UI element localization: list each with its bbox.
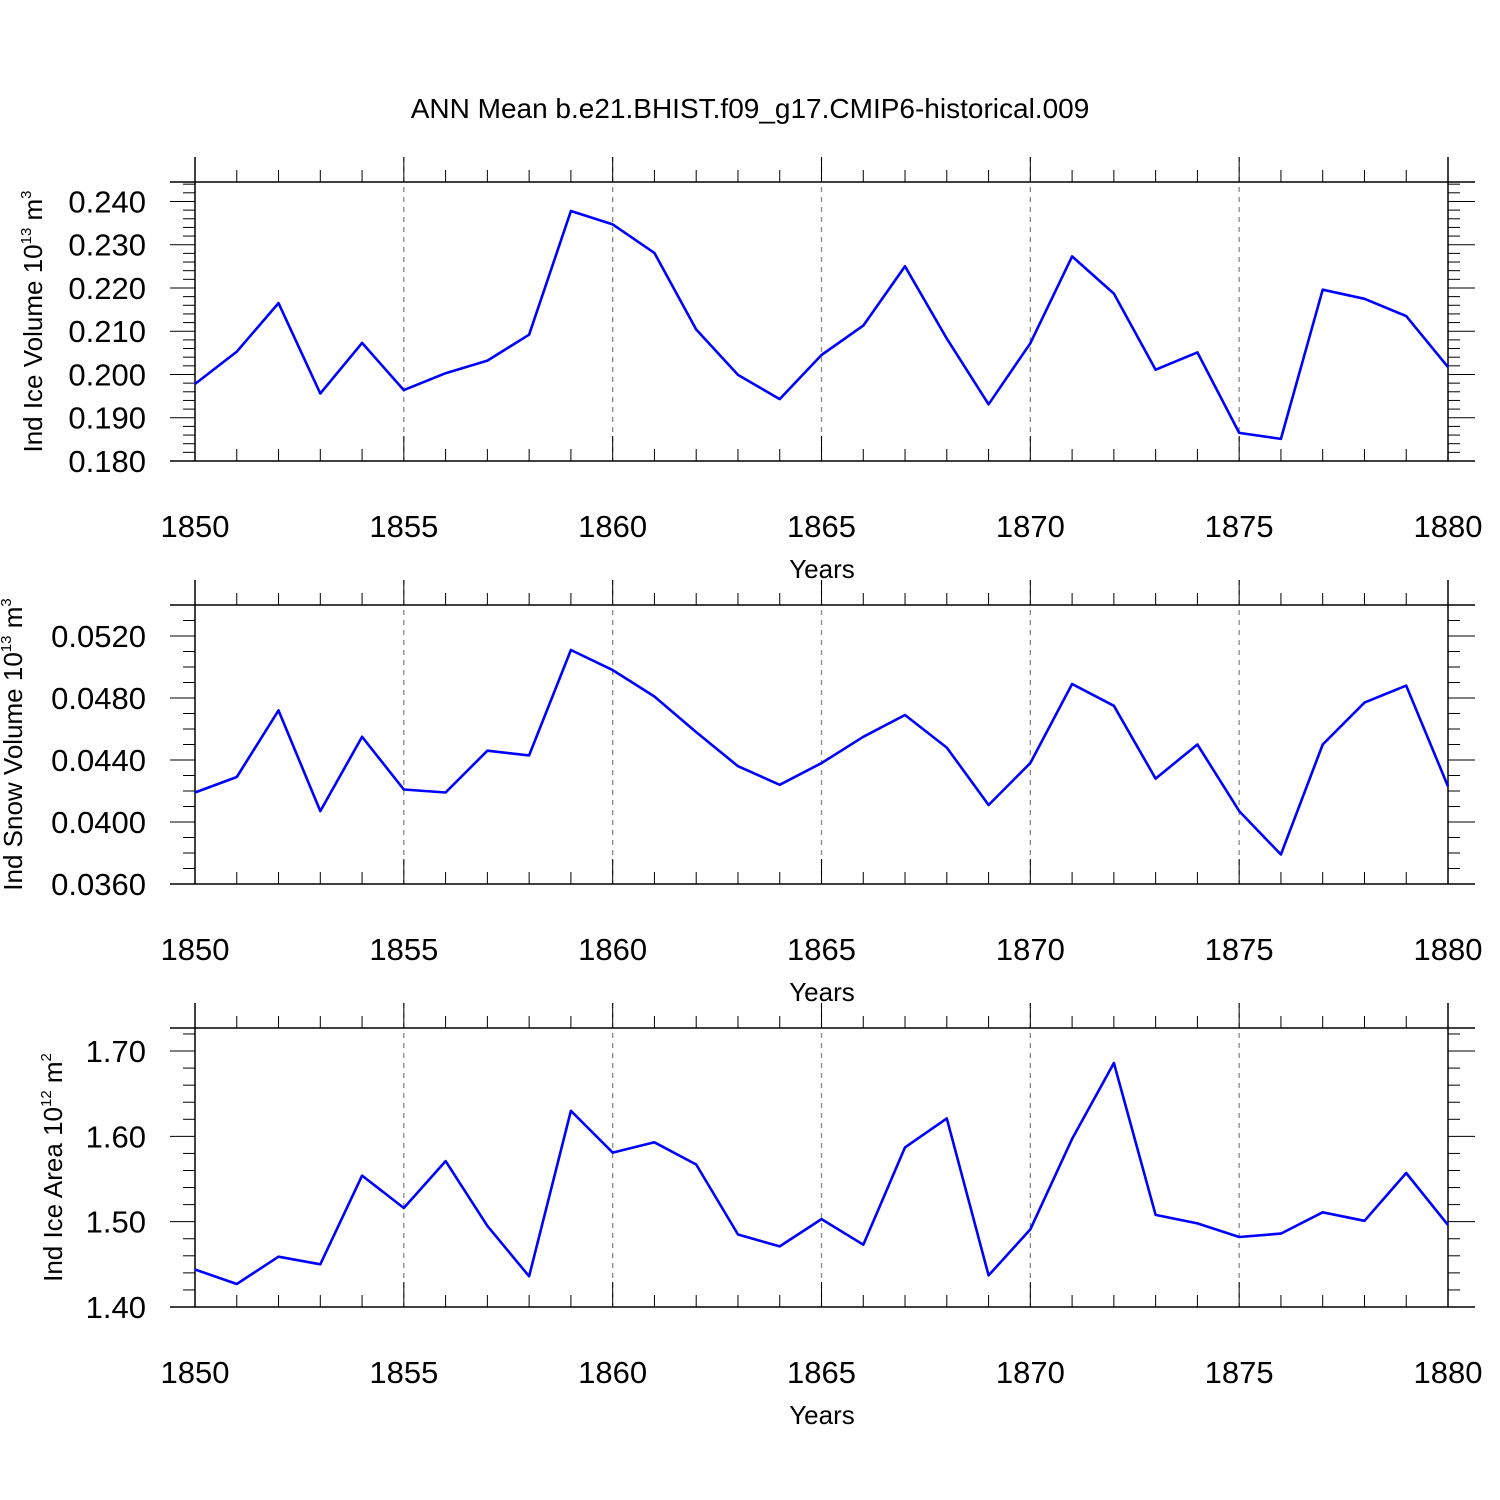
x-tick-label: 1860	[578, 1355, 647, 1390]
y-tick-label: 0.0360	[51, 867, 146, 902]
x-tick-label: 1850	[161, 509, 230, 544]
x-tick-label: 1875	[1205, 509, 1274, 544]
y-tick-label: 0.0520	[51, 619, 146, 654]
y-tick-label: 0.0400	[51, 805, 146, 840]
y-tick-label: 0.0480	[51, 681, 146, 716]
y-tick-label: 0.240	[68, 184, 146, 219]
y-tick-label: 0.180	[68, 444, 146, 479]
y-tick-label: 0.230	[68, 228, 146, 263]
x-tick-label: 1870	[996, 509, 1065, 544]
y-tick-label: 1.70	[86, 1034, 146, 1069]
x-tick-label: 1855	[369, 932, 438, 967]
x-tick-label: 1860	[578, 932, 647, 967]
chart-title: ANN Mean b.e21.BHIST.f09_g17.CMIP6-histo…	[411, 93, 1090, 124]
panel-3: 1.40 1.50 1.60 1.70 1850 1855 1860 1865 1870 1875…	[38, 1003, 1482, 1430]
x-tick-label: 1860	[578, 509, 647, 544]
x-tick-label: 1870	[996, 932, 1065, 967]
y-axis-label: Ind Ice Area 1012 m2	[38, 1053, 68, 1282]
y-tick-label: 0.220	[68, 271, 146, 306]
y-tick-label: 0.200	[68, 357, 146, 392]
y-tick-label: 1.60	[86, 1119, 146, 1154]
x-tick-label: 1875	[1205, 932, 1274, 967]
y-tick-label: 0.190	[68, 401, 146, 436]
x-tick-label: 1880	[1414, 1355, 1483, 1390]
panel-1: 0.180 0.190 0.200 0.210 0.220 0.230 0.240 1850 1…	[18, 157, 1482, 584]
panel-2: 0.0360 0.0400 0.0440 0.0480 0.0520 1850 1855 18…	[0, 580, 1482, 1007]
x-tick-label: 1870	[996, 1355, 1065, 1390]
y-tick-label: 0.0440	[51, 743, 146, 778]
y-tick-label: 1.50	[86, 1205, 146, 1240]
x-tick-label: 1865	[787, 509, 856, 544]
x-tick-label: 1850	[161, 1355, 230, 1390]
x-tick-label: 1850	[161, 932, 230, 967]
series-line	[194, 209, 1450, 441]
x-axis-label: Years	[789, 1400, 855, 1430]
x-tick-label: 1865	[787, 932, 856, 967]
x-tick-label: 1855	[369, 1355, 438, 1390]
y-tick-label: 0.210	[68, 314, 146, 349]
x-tick-label: 1880	[1414, 932, 1483, 967]
x-tick-label: 1880	[1414, 509, 1483, 544]
x-axis-label: Years	[789, 554, 855, 584]
x-tick-label: 1855	[369, 509, 438, 544]
x-axis-label: Years	[789, 977, 855, 1007]
y-tick-label: 1.40	[86, 1290, 146, 1325]
x-tick-label: 1875	[1205, 1355, 1274, 1390]
y-axis-label: Ind Ice Volume 1013 m3	[18, 190, 48, 452]
x-tick-label: 1865	[787, 1355, 856, 1390]
y-axis-label: Ind Snow Volume 1013 m3	[0, 598, 28, 890]
